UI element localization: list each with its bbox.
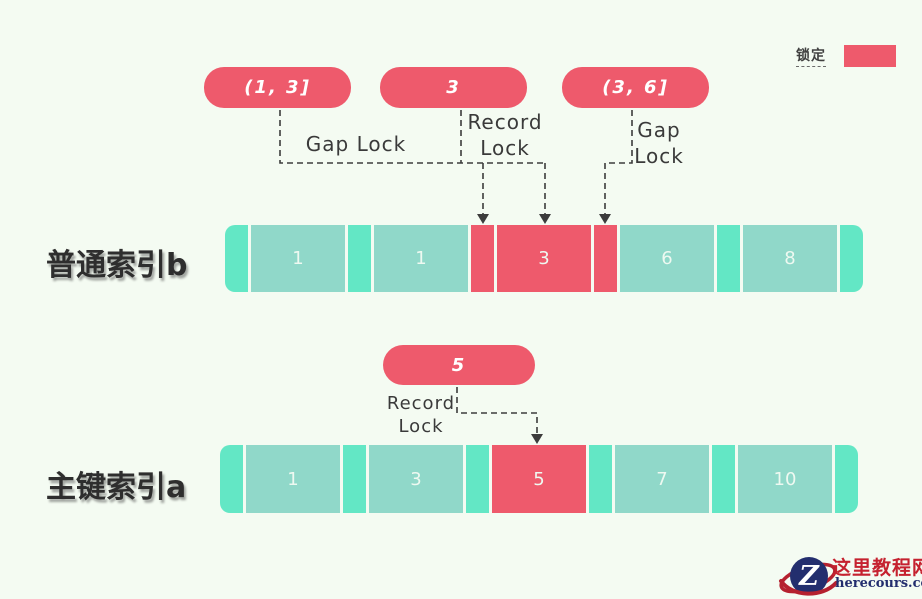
- record-lock-label-top: Record Lock: [455, 109, 555, 161]
- record-segment: 1: [246, 445, 340, 513]
- legend-label: 锁定: [796, 45, 826, 67]
- record-pill: 3: [380, 67, 527, 108]
- gap-segment: [343, 445, 366, 513]
- gap-range-pill-right: (3, 6]: [562, 67, 709, 108]
- gap-segment: [466, 445, 489, 513]
- gap-range-pill-left-label: (1, 3]: [244, 77, 311, 98]
- arrowhead-gap-left: [477, 214, 489, 224]
- gap-lock-label-right: Gap Lock: [619, 117, 699, 169]
- arrowhead-primary-record: [531, 434, 543, 444]
- record-segment: 6: [620, 225, 714, 292]
- record-segment: 1: [374, 225, 468, 292]
- primary-record-pill: 5: [383, 345, 535, 385]
- arrowhead-record: [539, 214, 551, 224]
- bar-normal-index: 1 1 3 6 8: [225, 225, 865, 292]
- bar-primary-index: 1 3 5 7 10: [220, 445, 860, 513]
- gap-segment: [717, 225, 740, 292]
- arrowhead-gap-right: [599, 214, 611, 224]
- record-lock-label-bottom: Record Lock: [371, 392, 471, 438]
- record-segment-locked: 3: [497, 225, 591, 292]
- gap-segment: [348, 225, 371, 292]
- row-label-primary-index: 主键索引a: [46, 470, 187, 505]
- record-segment: 3: [369, 445, 463, 513]
- record-segment-locked: 5: [492, 445, 586, 513]
- primary-record-pill-label: 5: [451, 354, 467, 376]
- gap-lock-label-left: Gap Lock: [305, 132, 407, 156]
- gap-segment: [835, 445, 858, 513]
- gap-segment-locked: [594, 225, 617, 292]
- record-segment: 10: [738, 445, 832, 513]
- gap-segment-locked: [471, 225, 494, 292]
- gap-segment: [840, 225, 863, 292]
- record-segment: 8: [743, 225, 837, 292]
- gap-lock-label-right-line2: Lock: [634, 144, 684, 168]
- record-lock-label-top-line2: Lock: [480, 136, 530, 160]
- gap-lock-label-right-line1: Gap: [637, 118, 681, 142]
- gap-segment: [225, 225, 248, 292]
- record-pill-label: 3: [446, 77, 461, 98]
- gap-segment: [589, 445, 612, 513]
- watermark-logo-badge: Z: [779, 557, 838, 596]
- record-segment: 7: [615, 445, 709, 513]
- record-segment: 1: [251, 225, 345, 292]
- gap-range-pill-right-label: (3, 6]: [602, 77, 669, 98]
- gap-segment: [220, 445, 243, 513]
- logo-circle: [790, 557, 828, 595]
- gap-segment: [712, 445, 735, 513]
- watermark-site-url: herecours.com: [835, 576, 922, 591]
- row-label-normal-index: 普通索引b: [46, 248, 188, 283]
- watermark-site-name: 这里教程网: [832, 557, 922, 579]
- watermark-logo: Z 这里教程网 herecours.com: [778, 551, 922, 599]
- record-lock-label-top-line1: Record: [467, 110, 543, 134]
- gap-range-pill-left: (1, 3]: [204, 67, 351, 108]
- record-lock-label-bottom-line1: Record: [386, 393, 456, 414]
- record-lock-label-bottom-line2: Lock: [398, 416, 444, 437]
- legend-lock-swatch: [844, 45, 896, 67]
- logo-letter: Z: [798, 561, 820, 592]
